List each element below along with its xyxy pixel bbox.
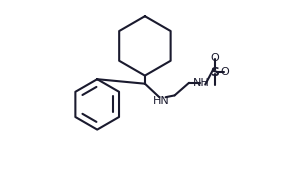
Text: O: O (221, 67, 230, 77)
Text: NH: NH (193, 78, 210, 88)
Text: S: S (211, 66, 220, 78)
Text: HN: HN (153, 96, 170, 106)
Text: O: O (211, 53, 219, 63)
